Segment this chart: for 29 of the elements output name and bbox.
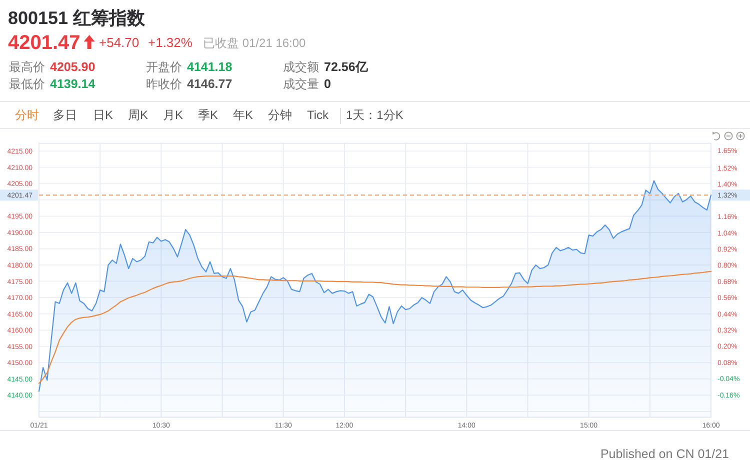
text: +1.32% [148,35,193,50]
text: 开盘价 [146,60,182,74]
text: 最高价 [9,60,45,74]
text: 分钟 [268,108,292,122]
text: 72.56亿 [324,60,370,74]
text: 成交额 [283,60,319,74]
text: 季K [198,108,218,122]
text: 4141.18 [187,60,232,74]
text: 0 [324,77,331,91]
text: 1天：1分K [346,108,404,122]
text: 月K [163,108,184,122]
text: 多日 [53,108,77,122]
text: 4205.90 [50,60,96,74]
text: 成交量 [283,77,319,91]
text: 昨收价 [146,77,182,91]
text: 4201.47 [8,32,80,54]
chart-title: 800151 红筹指数 [8,8,146,28]
text: 年K [233,108,254,122]
text: 最低价 [9,77,45,91]
text: 日K [93,108,114,122]
text: 周K [128,108,148,122]
text: Tick [307,108,330,122]
text: 分时 [15,108,39,122]
text: 4139.14 [50,77,96,91]
text: Published on CN 01/21 [600,447,730,461]
text: 已收盘 01/21 16:00 [203,36,306,50]
text: 4146.77 [187,77,232,91]
text: +54.70 [99,35,140,50]
line-series [38,270,712,384]
